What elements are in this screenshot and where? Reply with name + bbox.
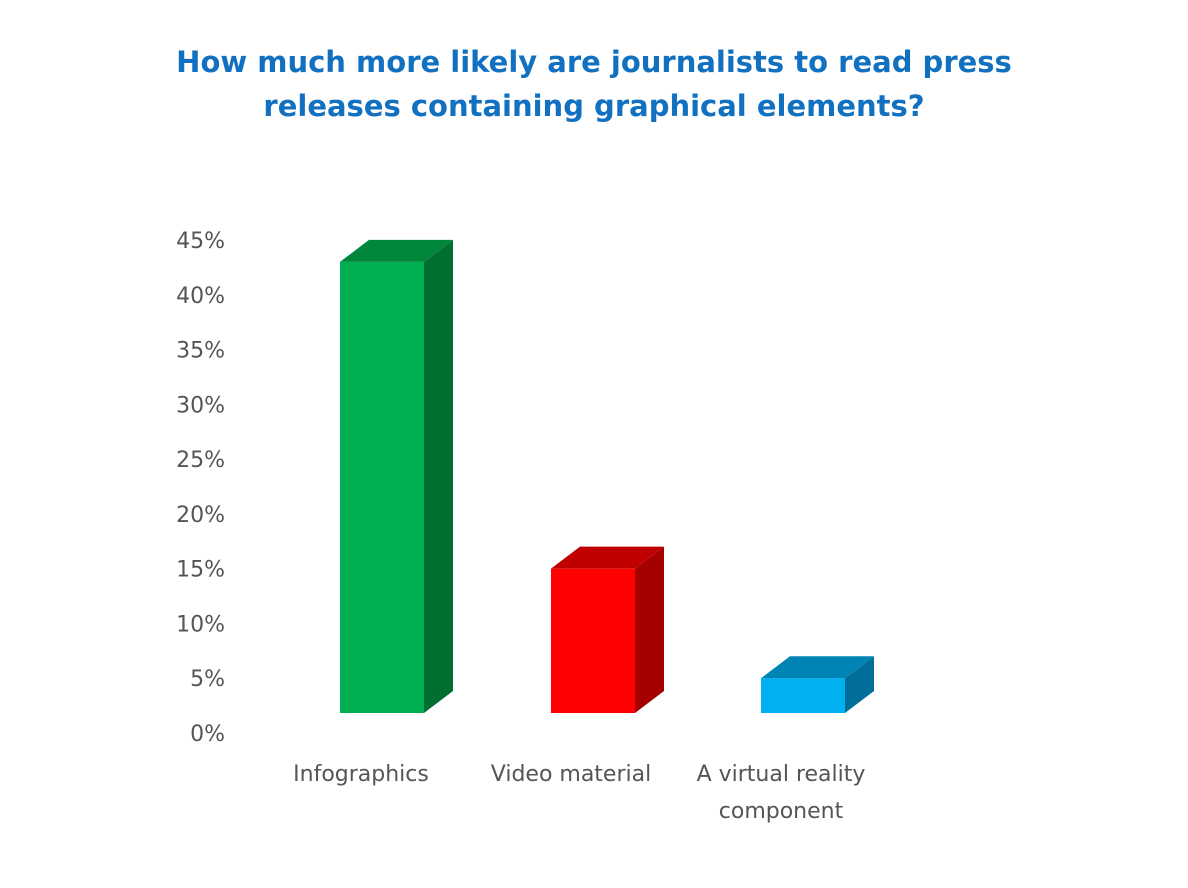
y-tick-label: 45% xyxy=(176,229,225,254)
bar-front xyxy=(761,678,845,713)
y-tick-label: 0% xyxy=(190,722,225,747)
bar-front xyxy=(551,568,635,713)
chart-title-line-1: How much more likely are journalists to … xyxy=(176,45,1012,79)
bar-top xyxy=(761,656,874,679)
y-tick-label: 40% xyxy=(176,284,225,309)
chart-title: How much more likely are journalists to … xyxy=(0,40,1188,128)
y-tick-label: 25% xyxy=(176,448,225,473)
x-category-label: Infographics xyxy=(293,762,429,787)
y-tick-label: 30% xyxy=(176,393,225,418)
x-category-label: A virtual reality xyxy=(697,762,866,787)
bar-top xyxy=(551,546,664,569)
bar-side xyxy=(635,546,664,713)
y-tick-label: 20% xyxy=(176,503,225,528)
y-tick-label: 35% xyxy=(176,339,225,364)
x-category-label: Video material xyxy=(491,762,651,787)
x-category-label: component xyxy=(719,799,844,824)
y-tick-label: 10% xyxy=(176,612,225,637)
bar-top xyxy=(340,239,453,262)
bar-side xyxy=(424,239,453,713)
bar-side xyxy=(845,656,874,713)
chart-title-line-2: releases containing graphical elements? xyxy=(263,89,925,123)
y-tick-label: 5% xyxy=(190,667,225,692)
y-tick-label: 15% xyxy=(176,558,225,583)
bar-front xyxy=(340,261,424,713)
